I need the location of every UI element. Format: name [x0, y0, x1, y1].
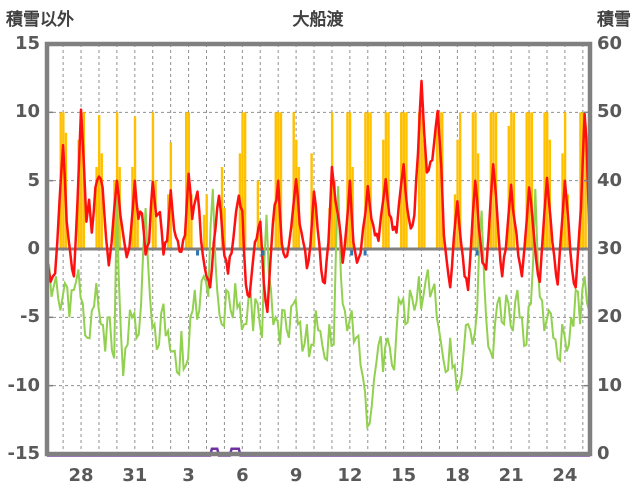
x-axis-tick-label: 9 [289, 465, 303, 486]
x-axis-tick-label: 21 [498, 465, 524, 486]
precipitation-marks [196, 250, 479, 256]
axis-ticks [47, 111, 590, 387]
left-axis-tick-label: -10 [7, 374, 40, 396]
right-axis-tick-label: 40 [597, 169, 623, 191]
right-axis-title: 積雪 [597, 10, 631, 30]
x-axis-tick-label: 12 [337, 465, 363, 486]
left-axis-tick-label: 15 [14, 33, 40, 54]
left-axis-tick-label: 10 [14, 101, 40, 123]
x-axis-tick-label: 28 [68, 465, 94, 486]
right-axis-tick-label: 10 [597, 374, 623, 396]
temperature-line [47, 79, 590, 314]
x-axis-tick-label: 24 [552, 465, 578, 486]
right-axis-tick-label: 30 [597, 238, 623, 259]
left-axis-tick-label: 5 [27, 169, 40, 191]
x-axis-tick-label: 6 [236, 465, 249, 486]
right-axis-tick-label: 50 [597, 101, 623, 123]
chart-title: 大船渡 [292, 10, 344, 30]
right-axis-tick-label: 60 [597, 33, 623, 54]
x-axis-tick-label: 15 [391, 465, 417, 486]
right-axis-tick-label: 0 [597, 443, 610, 464]
left-axis-tick-label: -5 [20, 306, 40, 328]
x-axis-tick-label: 18 [444, 465, 470, 486]
left-axis-title: 積雪以外 [6, 10, 74, 30]
left-axis-tick-label: -15 [7, 443, 40, 464]
x-axis-tick-label: 31 [122, 465, 148, 486]
green-line [47, 186, 590, 430]
left-axis-tick-label: 0 [27, 238, 40, 259]
x-axis-tick-label: 3 [182, 465, 195, 486]
right-axis-tick-label: 20 [597, 306, 623, 328]
